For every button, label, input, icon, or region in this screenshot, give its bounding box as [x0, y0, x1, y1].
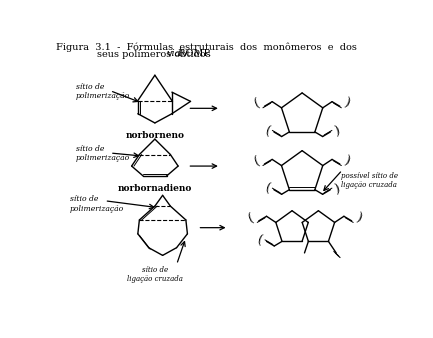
Text: via: via: [166, 49, 181, 58]
Text: ): ): [342, 97, 351, 111]
Text: (: (: [253, 155, 262, 169]
Text: (: (: [263, 183, 271, 197]
Text: (: (: [247, 212, 256, 225]
Text: ): ): [333, 183, 341, 197]
Text: (: (: [263, 125, 271, 139]
Text: sítio de
polimerização: sítio de polimerização: [76, 145, 130, 163]
Text: sítio de
ligação cruzada: sítio de ligação cruzada: [127, 266, 183, 283]
Text: Figura  3.1  -  Fórmulas  estruturais  dos  monômeros  e  dos: Figura 3.1 - Fórmulas estruturais dos mo…: [56, 42, 357, 52]
Text: ): ): [342, 155, 351, 169]
Text: possível sítio de
ligação cruzada: possível sítio de ligação cruzada: [341, 172, 398, 189]
Text: sítio de
polimerização: sítio de polimerização: [76, 83, 130, 100]
Text: ): ): [333, 125, 341, 139]
Text: ROMP.: ROMP.: [175, 49, 212, 58]
Text: seus polímeros obtidos: seus polímeros obtidos: [97, 49, 213, 58]
Text: sítio de
polimerização: sítio de polimerização: [70, 195, 124, 213]
Text: ): ): [354, 212, 363, 225]
Text: (: (: [253, 97, 262, 111]
Text: norbornadieno: norbornadieno: [118, 184, 192, 193]
Text: (: (: [256, 235, 264, 248]
Text: norborneno: norborneno: [126, 131, 184, 140]
